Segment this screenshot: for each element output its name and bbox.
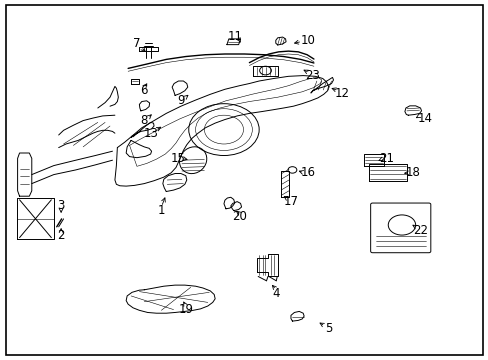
Text: 19: 19 xyxy=(178,303,193,316)
Text: 12: 12 xyxy=(334,87,349,100)
Text: 18: 18 xyxy=(405,166,420,179)
Text: 7: 7 xyxy=(133,37,141,50)
Text: 22: 22 xyxy=(412,224,427,237)
Text: 8: 8 xyxy=(140,114,148,127)
Text: 10: 10 xyxy=(300,34,315,47)
Text: 5: 5 xyxy=(324,322,332,335)
Text: 6: 6 xyxy=(140,84,148,96)
Text: 17: 17 xyxy=(283,195,298,208)
Text: 14: 14 xyxy=(417,112,432,125)
Text: 13: 13 xyxy=(144,127,159,140)
Text: 4: 4 xyxy=(272,287,280,300)
Text: 21: 21 xyxy=(378,152,393,165)
Text: 16: 16 xyxy=(300,166,315,179)
Text: 9: 9 xyxy=(177,94,184,107)
Text: 11: 11 xyxy=(227,30,242,42)
Text: 23: 23 xyxy=(305,69,320,82)
Text: 20: 20 xyxy=(232,210,246,223)
Text: 2: 2 xyxy=(57,229,65,242)
Text: 3: 3 xyxy=(57,199,65,212)
Text: 15: 15 xyxy=(171,152,185,165)
Text: 1: 1 xyxy=(157,204,165,217)
